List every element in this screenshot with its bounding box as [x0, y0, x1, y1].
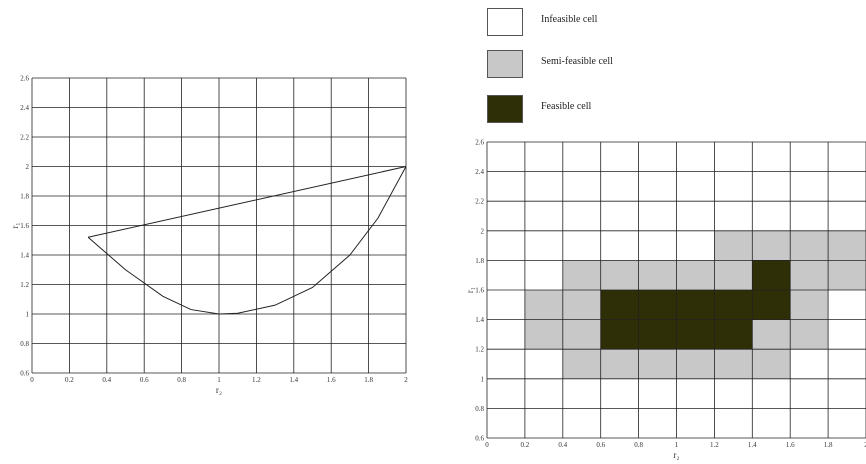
legend-label-semi-feasible: Semi-feasible cell	[541, 56, 613, 67]
left-y-tick-label: 2.6	[20, 75, 29, 83]
semi-feasible-cell	[638, 349, 677, 379]
right-x-tick-label: 0.4	[558, 441, 567, 449]
left-x-tick-label: 0	[30, 376, 34, 384]
left-x-tick-label: 1.8	[364, 376, 373, 384]
left-y-axis-label: r₁	[10, 222, 20, 228]
feasible-cell	[600, 319, 639, 350]
semi-feasible-cell	[676, 260, 715, 290]
legend-swatch-semi-feasible	[487, 50, 523, 78]
left-x-tick-label: 2	[404, 376, 408, 384]
semi-feasible-cell	[600, 260, 639, 290]
right-x-tick-label: 1.6	[786, 441, 795, 449]
semi-feasible-cell	[752, 319, 791, 350]
left-x-tick-label: 1.2	[252, 376, 261, 384]
left-y-tick-label: 1.8	[20, 193, 29, 201]
semi-feasible-cell	[714, 260, 753, 290]
right-x-tick-label: 0.6	[596, 441, 605, 449]
right-x-tick-label: 0.2	[521, 441, 530, 449]
left-x-tick-label: 0.2	[65, 376, 74, 384]
feasible-cell	[638, 290, 677, 320]
right-plot-group: 0 0.2 0.4 0.6 0.8 1 1.2 1.4 1.6 1.8 2 0.6 0.8 1 1.2 1.4…	[465, 139, 866, 460]
right-y-tick-label: 0.6	[475, 435, 484, 443]
right-x-tick-label: 2	[864, 441, 866, 449]
right-y-tick-label: 1.4	[475, 316, 484, 324]
left-x-tick-label: 0.6	[140, 376, 149, 384]
legend-label-feasible: Feasible cell	[541, 101, 592, 112]
left-plot-group: 0 0.2 0.4 0.6 0.8 1 1.2 1.4 1.6 1.8 2 0.6 0.8 1 1.2 1.4…	[10, 75, 408, 396]
right-y-tick-label: 1	[481, 375, 485, 383]
semi-feasible-cell	[714, 230, 753, 261]
feasible-cell	[638, 319, 677, 350]
semi-feasible-cell	[752, 349, 791, 379]
legend-label-infeasible: Infeasible cell	[541, 14, 598, 25]
right-x-tick-label: 1.2	[710, 441, 719, 449]
semi-feasible-cell	[562, 260, 601, 290]
feasible-cell	[752, 290, 791, 320]
feasible-cell	[600, 290, 639, 320]
semi-feasible-cell	[714, 349, 753, 379]
semi-feasible-cell	[676, 349, 715, 379]
left-y-tick-label: 2.4	[20, 104, 29, 112]
feasible-cell	[676, 319, 715, 350]
left-y-tick-label: 0.6	[20, 370, 29, 378]
semi-feasible-cell	[790, 260, 829, 290]
legend-swatch-infeasible	[487, 8, 523, 36]
semi-feasible-cell	[828, 230, 866, 261]
right-y-tick-label: 1.2	[475, 346, 484, 354]
right-x-tick-label: 1.4	[748, 441, 757, 449]
semi-feasible-cell	[562, 349, 601, 379]
left-x-tick-label: 0.8	[177, 376, 186, 384]
left-y-tick-label: 1	[26, 311, 30, 319]
right-x-tick-label: 1.8	[824, 441, 833, 449]
left-y-tick-label: 2	[26, 163, 30, 171]
right-x-tick-label: 1	[675, 441, 679, 449]
feasible-cell	[676, 290, 715, 320]
right-y-tick-label: 2.6	[475, 139, 484, 147]
semi-feasible-cell	[524, 290, 563, 320]
right-y-tick-label: 0.8	[475, 405, 484, 413]
semi-feasible-cell	[524, 319, 563, 350]
left-y-tick-label: 1.2	[20, 281, 29, 289]
right-y-tick-label: 2.4	[475, 168, 484, 176]
right-y-axis-label: r₁	[465, 287, 475, 293]
semi-feasible-cell	[828, 260, 866, 290]
left-lower-curve	[87, 166, 407, 315]
semi-feasible-cell	[790, 230, 829, 261]
semi-feasible-cell	[752, 230, 791, 261]
semi-feasible-cell	[562, 319, 601, 350]
right-y-tick-label: 1.6	[475, 287, 484, 295]
right-y-tick-label: 1.8	[475, 257, 484, 265]
right-x-tick-label: 0.8	[634, 441, 643, 449]
left-x-tick-label: 1.6	[327, 376, 336, 384]
semi-feasible-cell	[562, 290, 601, 320]
left-x-tick-label: 0.4	[102, 376, 111, 384]
semi-feasible-cell	[790, 290, 829, 320]
left-x-axis-label: r₂	[216, 385, 222, 395]
left-x-tick-label: 1.4	[289, 376, 298, 384]
left-y-tick-label: 1.6	[20, 222, 29, 230]
right-y-tick-label: 2.2	[475, 198, 484, 206]
right-x-tick-label: 0	[485, 441, 489, 449]
right-x-axis-label: r₂	[673, 450, 679, 460]
feasible-cell	[714, 290, 753, 320]
feasible-cell	[752, 260, 791, 290]
legend-swatch-feasible	[487, 95, 523, 123]
semi-feasible-cell	[638, 260, 677, 290]
semi-feasible-cell	[790, 319, 829, 350]
feasible-cell	[714, 319, 753, 350]
left-y-tick-label: 1.4	[20, 252, 29, 260]
right-y-tick-label: 2	[481, 227, 485, 235]
left-x-tick-label: 1	[217, 376, 221, 384]
left-upper-line	[87, 166, 407, 238]
left-y-tick-label: 0.8	[20, 340, 29, 348]
left-y-tick-label: 2.2	[20, 134, 29, 142]
semi-feasible-cell	[600, 349, 639, 379]
